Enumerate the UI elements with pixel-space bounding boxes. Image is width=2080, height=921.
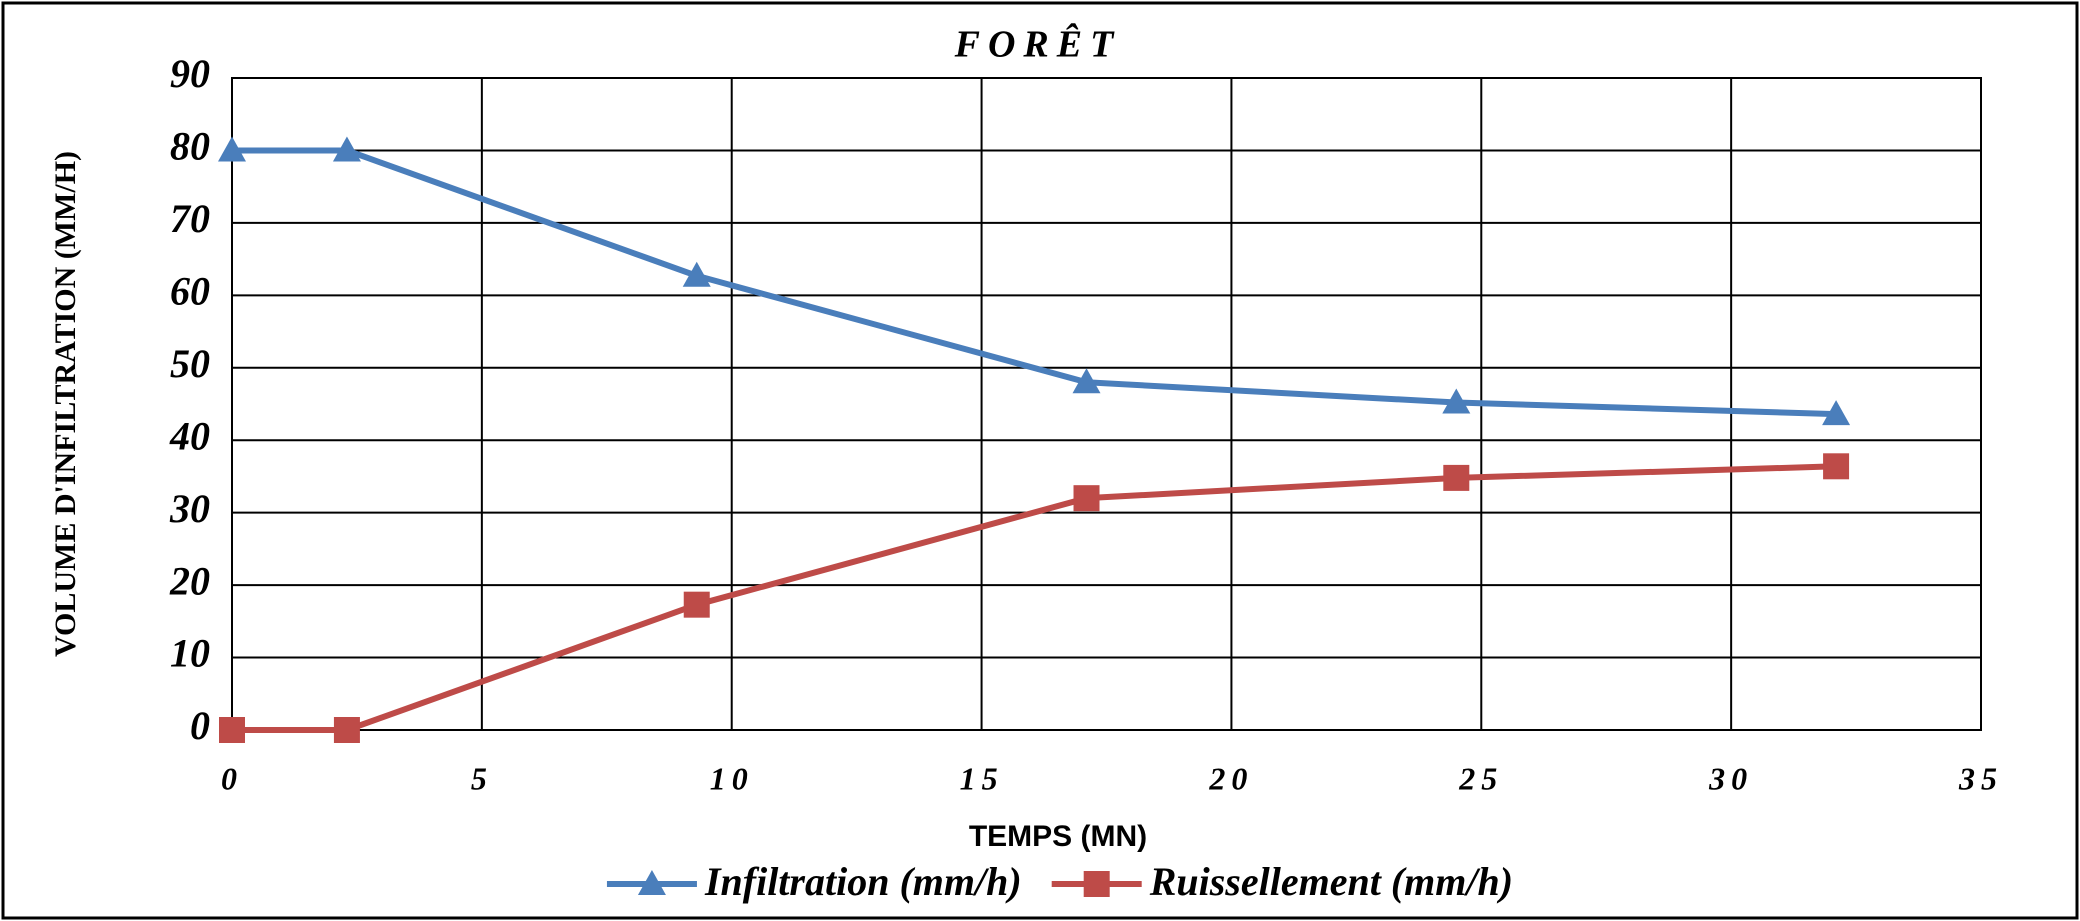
- y-tick-label: 40: [169, 413, 210, 458]
- chart-title: FORÊT: [954, 24, 1122, 66]
- legend-label: Infiltration (mm/h): [704, 859, 1022, 904]
- series-line: [232, 463, 1837, 733]
- data-point: [683, 591, 710, 618]
- series-line: [232, 147, 1837, 418]
- x-tick-label: 5: [471, 760, 493, 796]
- data-point: [1443, 464, 1470, 491]
- legend-marker: [1083, 871, 1110, 897]
- x-tick-label: 20: [1208, 760, 1253, 796]
- data-point: [1442, 388, 1471, 414]
- data-point: [682, 261, 711, 287]
- plot-border: [231, 77, 1982, 731]
- x-axis-label: TEMPS (MN): [969, 820, 1147, 853]
- data-point: [332, 136, 361, 162]
- y-tick-label: 50: [170, 341, 210, 386]
- x-tick-label: 25: [1458, 760, 1503, 796]
- y-tick-label: 30: [169, 486, 210, 531]
- y-tick-label: 20: [169, 558, 210, 603]
- data-point: [333, 717, 360, 743]
- legend: Infiltration (mm/h) Ruissellement (mm/h): [606, 859, 1513, 904]
- y-tick-label: 70: [170, 196, 210, 241]
- legend-marker: [637, 870, 666, 895]
- data-point: [1823, 453, 1850, 480]
- data-point: [1822, 400, 1851, 426]
- y-tick-label: 90: [170, 51, 210, 96]
- data-point: [219, 717, 245, 743]
- y-axis-label: VOLUME D'INFILTRATION (MM/H): [49, 151, 82, 657]
- y-tick-label: 0: [190, 703, 210, 748]
- x-tick-label: 0: [221, 760, 243, 796]
- y-tick-label: 10: [170, 631, 210, 676]
- x-tick-label: 35: [1958, 760, 2003, 796]
- legend-label: Ruissellement (mm/h): [1149, 859, 1513, 904]
- y-tick-label: 60: [170, 269, 210, 314]
- x-tick-label: 10: [710, 760, 754, 796]
- x-tick-label: 30: [1708, 760, 1753, 796]
- data-point: [1073, 485, 1100, 512]
- data-point: [1072, 368, 1101, 394]
- x-tick-label: 15: [960, 760, 1004, 796]
- data-point: [218, 136, 246, 162]
- y-tick-label: 80: [170, 124, 210, 169]
